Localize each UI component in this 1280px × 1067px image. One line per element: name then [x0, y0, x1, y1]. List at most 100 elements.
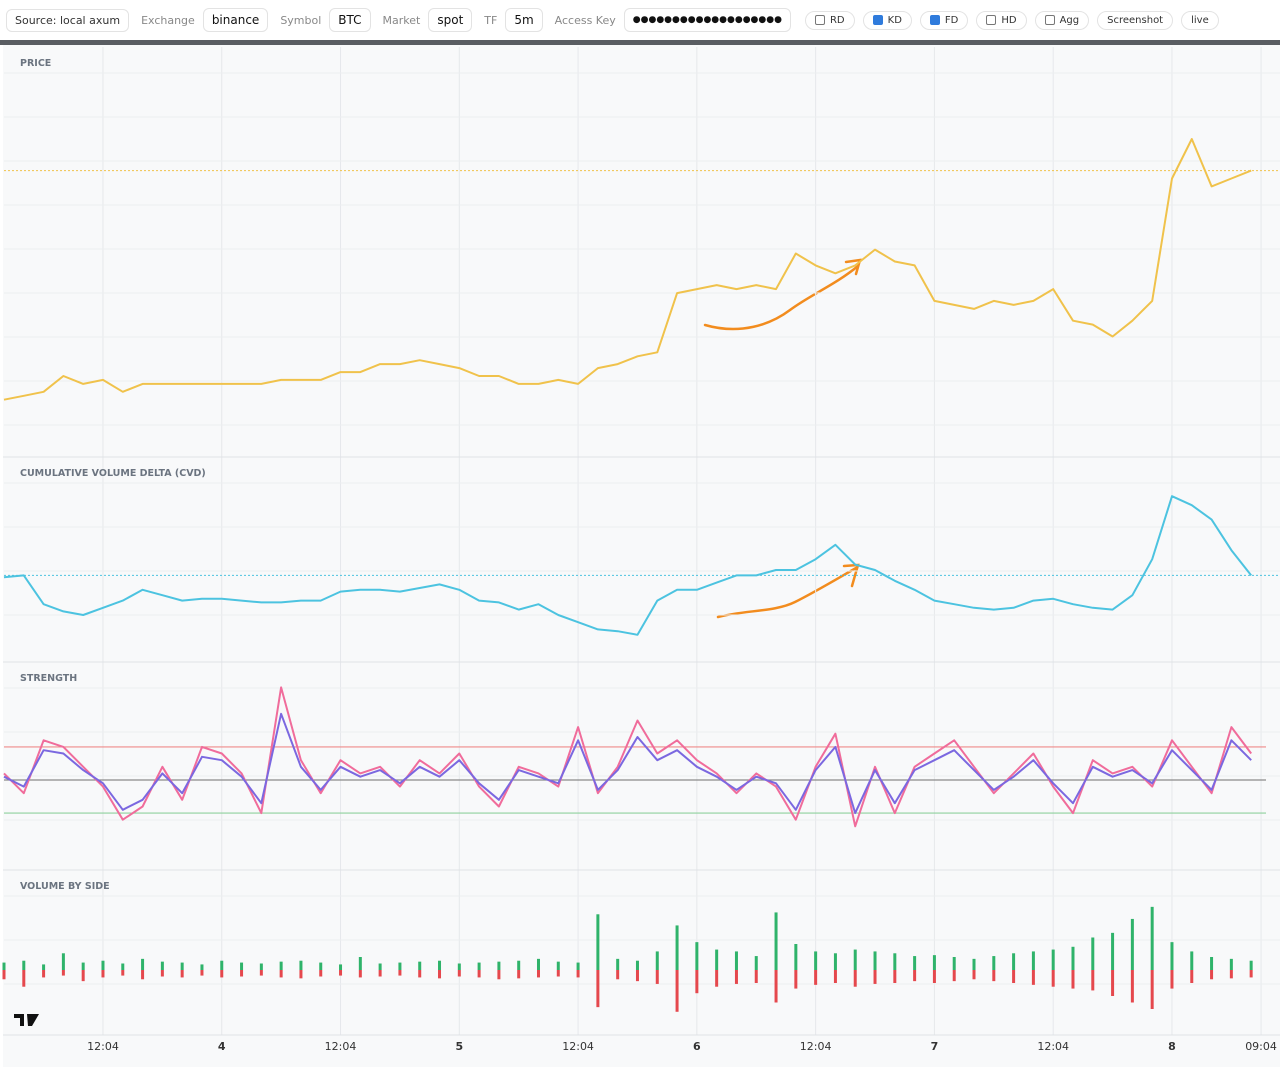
volume-bar: [418, 961, 422, 970]
volume-bar: [1111, 970, 1115, 996]
annotation-arrow: [703, 258, 862, 331]
volume-bar: [42, 970, 46, 978]
volume-bar: [814, 951, 818, 970]
checkbox[interactable]: [929, 15, 940, 25]
x-tick-label: 4: [218, 1040, 226, 1053]
checkbox[interactable]: [1044, 15, 1055, 25]
volume-bar: [1071, 970, 1075, 989]
pane-title: STRENGTH: [20, 673, 77, 684]
volume-bar: [655, 970, 659, 984]
checkbox[interactable]: [872, 15, 883, 25]
pane-title: CUMULATIVE VOLUME DELTA (CVD): [20, 468, 206, 479]
volume-bar: [873, 951, 877, 970]
volume-bar: [22, 970, 26, 987]
volume-bar: [893, 953, 897, 970]
toggle[interactable]: KD: [862, 10, 912, 30]
volume-bar: [299, 970, 303, 979]
volume-bar: [1249, 970, 1253, 978]
button[interactable]: Screenshot: [1097, 10, 1174, 30]
checkbox[interactable]: [986, 15, 997, 25]
x-tick-label: 09:04: [1245, 1040, 1277, 1053]
volume-bar: [715, 949, 719, 970]
volume-bar: [675, 970, 679, 1012]
pane-title: VOLUME BY SIDE: [20, 881, 110, 892]
volume-bar: [1031, 951, 1035, 970]
x-tick-label: 12:04: [87, 1040, 119, 1053]
x-tick-label: 12:04: [562, 1040, 594, 1053]
volume-bar: [1229, 970, 1233, 979]
volume-bar: [121, 970, 125, 976]
toggle-label: KD: [887, 14, 902, 26]
volume-bar: [339, 964, 343, 970]
volume-bar: [319, 962, 323, 970]
field-input[interactable]: BTC: [329, 8, 371, 32]
volume-bar: [1111, 932, 1115, 970]
volume-bar: [121, 963, 125, 970]
volume-bar: [1249, 960, 1253, 970]
volume-bar: [497, 961, 501, 970]
volume-bar: [536, 970, 540, 978]
volume-bar: [873, 970, 877, 984]
volume-bar: [932, 970, 936, 983]
field-input[interactable]: spot: [428, 8, 473, 32]
tv-logo: [14, 1014, 39, 1026]
volume-bar: [774, 912, 778, 970]
x-tick-label: 7: [931, 1040, 939, 1053]
line-series: [3, 138, 1252, 401]
volume-bar: [675, 925, 679, 970]
volume-bar: [1051, 970, 1055, 987]
volume-bar: [1071, 946, 1075, 970]
volume-bar: [1130, 918, 1134, 970]
x-tick-label: 8: [1168, 1040, 1176, 1053]
volume-bar: [616, 958, 620, 970]
volume-bar: [160, 970, 164, 977]
volume-bar: [457, 963, 461, 970]
volume-bar: [932, 955, 936, 970]
volume-bar: [358, 957, 362, 970]
volume-bar: [1170, 942, 1174, 970]
volume-bar: [1229, 958, 1233, 970]
x-tick-label: 5: [455, 1040, 463, 1053]
volume-bar: [1051, 949, 1055, 970]
volume-bar: [794, 944, 798, 970]
field-input[interactable]: 5m: [505, 8, 543, 32]
volume-bar: [833, 970, 837, 983]
volume-bar: [299, 960, 303, 970]
volume-bar: [378, 970, 382, 977]
toggle[interactable]: FD: [919, 10, 969, 30]
volume-bar: [596, 914, 600, 970]
volume-bar: [952, 957, 956, 970]
volume-bar: [913, 970, 917, 982]
volume-bar: [853, 949, 857, 970]
divider: [0, 40, 1280, 45]
volume-bar: [833, 953, 837, 970]
volume-bar: [734, 951, 738, 970]
volume-bar: [695, 942, 699, 970]
field-label: Symbol: [280, 13, 322, 27]
volume-bar: [220, 970, 224, 978]
toolbar: Source: local axum Exchange binance Symbol B…: [0, 0, 1280, 40]
volume-bar: [576, 962, 580, 970]
field-input[interactable]: binance: [202, 8, 269, 32]
volume-bar: [893, 970, 897, 983]
access-key-input[interactable]: ●●●●●●●●●●●●●●●●●●●: [623, 8, 791, 32]
volume-bar: [240, 970, 244, 977]
toggle[interactable]: HD: [976, 10, 1027, 30]
x-tick-label: 12:04: [800, 1040, 832, 1053]
volume-bar: [1130, 970, 1134, 1003]
volume-bar: [497, 970, 501, 980]
volume-bar: [1170, 970, 1174, 989]
volume-bar: [22, 960, 26, 970]
toggle[interactable]: RD: [804, 10, 855, 30]
button[interactable]: live: [1181, 10, 1219, 30]
volume-bar: [972, 970, 976, 980]
chart-background: [3, 45, 1280, 1067]
toggle[interactable]: Agg: [1034, 10, 1090, 30]
volume-bar: [279, 961, 283, 970]
checkbox[interactable]: [814, 15, 825, 25]
volume-bar: [695, 970, 699, 994]
volume-bar: [457, 970, 461, 977]
volume-bar: [2, 970, 6, 980]
